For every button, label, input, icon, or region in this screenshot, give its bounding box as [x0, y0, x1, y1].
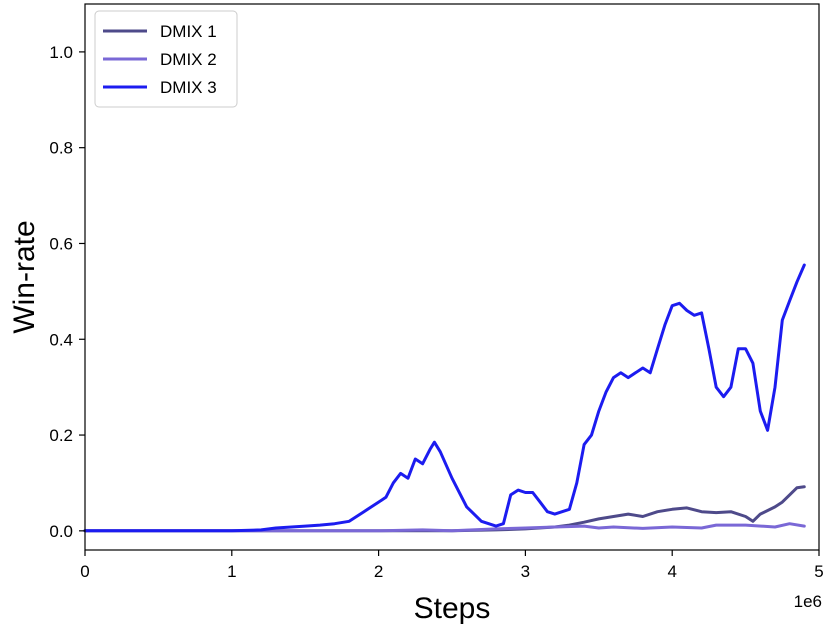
- x-tick-label: 0: [80, 562, 89, 581]
- series-line-1: [83, 485, 806, 533]
- x-tick-label: 1: [227, 562, 236, 581]
- legend-label: DMIX 3: [160, 78, 217, 97]
- y-tick-label: 0.4: [49, 330, 73, 349]
- legend-label: DMIX 1: [160, 22, 217, 41]
- y-tick-label: 0.6: [49, 234, 73, 253]
- series-line-2: [83, 522, 806, 533]
- plot-frame: [84, 3, 820, 551]
- legend-label: DMIX 2: [160, 50, 217, 69]
- x-axis-title: Steps: [414, 592, 491, 625]
- series-layer: [83, 263, 806, 533]
- x-axis: 0 1 2 3 4 5: [80, 550, 824, 581]
- y-axis: 0.0 0.2 0.4 0.6 0.8 1.0: [49, 43, 85, 541]
- x-tick-label: 3: [521, 562, 530, 581]
- y-tick-label: 0.8: [49, 139, 73, 158]
- x-tick-label: 4: [667, 562, 676, 581]
- x-axis-offset-label: 1e6: [794, 592, 822, 611]
- y-tick-label: 0.0: [49, 522, 73, 541]
- y-tick-label: 1.0: [49, 43, 73, 62]
- x-tick-label: 5: [814, 562, 823, 581]
- series-line-3: [83, 263, 806, 533]
- x-tick-label: 2: [374, 562, 383, 581]
- legend: DMIX 1 DMIX 2 DMIX 3: [94, 10, 238, 108]
- y-axis-title: Win-rate: [8, 220, 41, 333]
- legend-box: [94, 10, 238, 108]
- y-tick-label: 0.2: [49, 426, 73, 445]
